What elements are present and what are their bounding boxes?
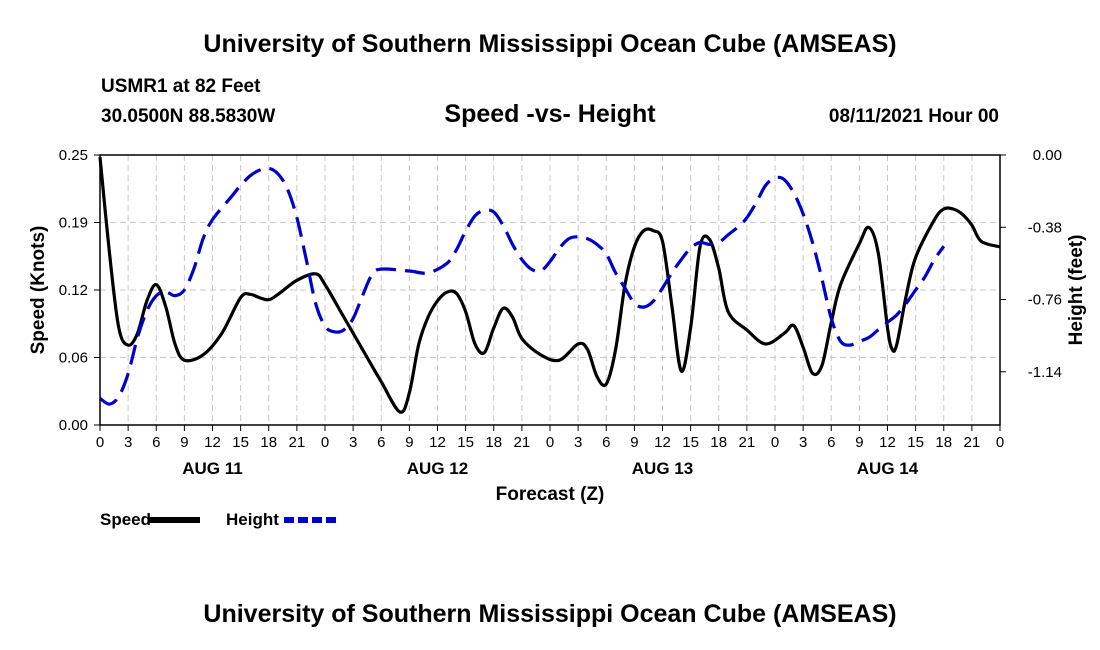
x-tick-label: 3 — [799, 434, 807, 451]
x-tick-label: 6 — [377, 434, 385, 451]
x-tick-label: 21 — [514, 434, 531, 451]
x-tick-label: 9 — [855, 434, 863, 451]
y-right-tick-label: 0.00 — [1033, 147, 1062, 164]
x-tick-label: 9 — [180, 434, 188, 451]
x-axis-title: Forecast (Z) — [496, 484, 605, 505]
x-tick-label: 21 — [964, 434, 981, 451]
x-tick-label: 12 — [204, 434, 221, 451]
legend: Speed Height — [100, 510, 336, 529]
series-line-height — [99, 166, 946, 406]
x-tick-label: 9 — [630, 434, 638, 451]
x-tick-label: 18 — [710, 434, 727, 451]
x-tick-label: 0 — [546, 434, 554, 451]
series-layer — [98, 157, 1001, 414]
x-tick-label: 15 — [682, 434, 699, 451]
y-axis-left-title: Speed (Knots) — [28, 226, 49, 355]
day-label: AUG 11 — [182, 459, 242, 478]
x-tick-label: 18 — [260, 434, 277, 451]
y-right-tick-label: -0.38 — [1028, 219, 1062, 236]
x-tick-label: 3 — [574, 434, 582, 451]
series-line-speed — [98, 157, 1001, 414]
x-tick-label: 9 — [405, 434, 413, 451]
y-left-tick-label: 0.06 — [59, 350, 88, 367]
day-label: AUG 13 — [632, 459, 693, 478]
x-tick-label: 18 — [485, 434, 502, 451]
x-tick-label: 3 — [349, 434, 357, 451]
x-tick-label: 6 — [602, 434, 610, 451]
coordinates-label: 30.0500N 88.5830W — [101, 106, 276, 127]
x-tick-label: 12 — [654, 434, 671, 451]
day-label: AUG 12 — [407, 459, 468, 478]
x-tick-label: 0 — [321, 434, 329, 451]
ticks-layer: 0 3 6 9 12 15 18 21 0 3 6 9 12 15 18 21 0 3 6 9 12 15 18 21 0 3 6 9… — [59, 147, 1062, 478]
x-tick-label: 6 — [152, 434, 160, 451]
y-left-tick-label: 0.12 — [59, 282, 88, 299]
x-tick-label: 12 — [429, 434, 446, 451]
x-tick-label: 3 — [124, 434, 132, 451]
x-tick-label: 18 — [935, 434, 952, 451]
y-right-tick-label: -1.14 — [1028, 364, 1062, 381]
footer-title: University of Southern Mississippi Ocean… — [203, 600, 897, 628]
y-right-tick-label: -0.76 — [1028, 292, 1062, 309]
x-tick-label: 21 — [739, 434, 756, 451]
station-label: USMR1 at 82 Feet — [101, 76, 261, 97]
grid — [100, 155, 1000, 425]
y-left-tick-label: 0.19 — [59, 215, 88, 232]
chart-subtitle: Speed -vs- Height — [444, 100, 656, 128]
y-axis-right-title: Height (feet) — [1066, 235, 1087, 346]
x-tick-label: 15 — [457, 434, 474, 451]
x-tick-label: 21 — [289, 434, 306, 451]
day-label: AUG 14 — [857, 459, 919, 478]
datetime-label: 08/11/2021 Hour 00 — [828, 106, 999, 127]
header-title: University of Southern Mississippi Ocean… — [203, 30, 897, 58]
x-tick-label: 15 — [907, 434, 924, 451]
x-tick-label: 6 — [827, 434, 835, 451]
x-tick-label: 12 — [879, 434, 896, 451]
x-tick-label: 0 — [96, 434, 104, 451]
x-tick-label: 0 — [996, 434, 1004, 451]
legend-label-speed: Speed — [100, 510, 151, 529]
x-tick-label: 15 — [232, 434, 249, 451]
legend-label-height: Height — [226, 510, 279, 529]
x-tick-label: 0 — [771, 434, 779, 451]
y-left-tick-label: 0.00 — [59, 417, 88, 434]
y-left-tick-label: 0.25 — [59, 147, 88, 164]
